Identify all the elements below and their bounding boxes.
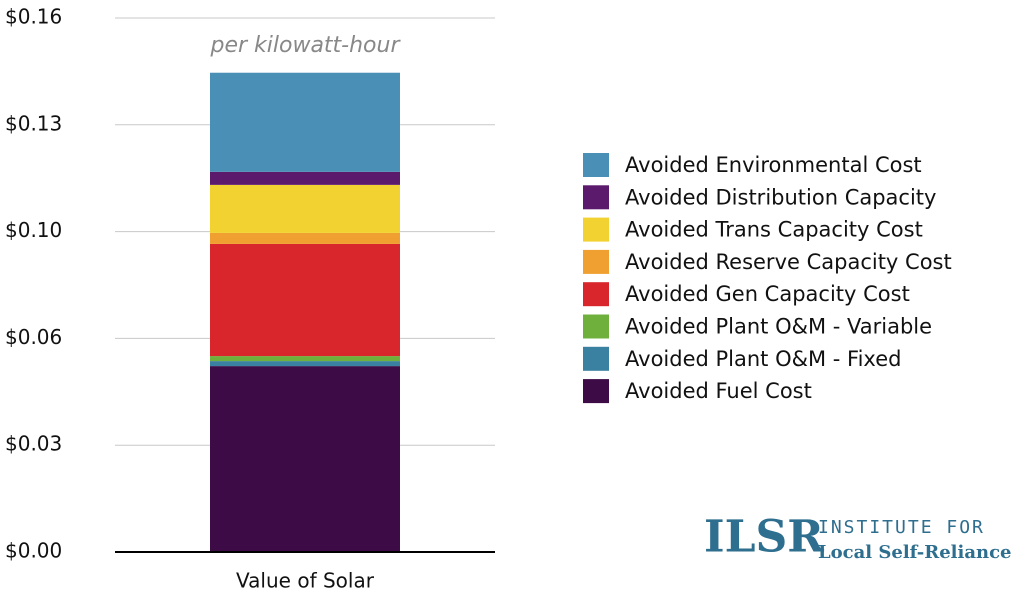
legend-label: Avoided Gen Capacity Cost (625, 282, 910, 306)
bar-segment (210, 171, 400, 185)
y-tick-label: $0.03 (5, 432, 62, 456)
bar-segment (210, 356, 400, 362)
x-tick-label: Value of Solar (236, 569, 375, 593)
legend-swatch (583, 217, 609, 242)
logo-mark: ILSR (704, 512, 824, 563)
y-tick-label: $0.10 (5, 218, 62, 242)
bar-segment (210, 361, 400, 367)
y-tick-label: $0.13 (5, 111, 62, 135)
legend-label: Avoided Fuel Cost (625, 379, 812, 403)
legend-swatch (583, 185, 609, 210)
legend-swatch (583, 282, 609, 307)
logo-line1: INSTITUTE FOR (818, 517, 985, 538)
y-tick-label: $0.06 (5, 325, 62, 349)
legend-swatch (583, 153, 609, 177)
legend-label: Avoided Environmental Cost (625, 153, 922, 177)
legend-label: Avoided Distribution Capacity (625, 185, 936, 209)
legend-label: Avoided Reserve Capacity Cost (625, 250, 952, 274)
bar-segment (210, 184, 400, 233)
logo-line2: Local Self-Reliance (818, 542, 1012, 563)
logo: ILSR INSTITUTE FOR Local Self-Reliance (704, 512, 1012, 564)
legend-label: Avoided Trans Capacity Cost (625, 218, 923, 242)
bar-segment (210, 232, 400, 244)
legend-swatch (583, 346, 609, 371)
y-tick-label: $0.16 (5, 5, 62, 29)
y-tick-label: $0.00 (5, 539, 62, 563)
chart-subtitle: per kilowatt-hour (209, 33, 401, 58)
legend-label: Avoided Plant O&M - Fixed (625, 347, 901, 371)
bar-segment (210, 72, 400, 172)
legend-swatch (583, 314, 609, 339)
bar-segment (210, 243, 400, 357)
legend-label: Avoided Plant O&M - Variable (625, 315, 932, 339)
legend-swatch (583, 249, 609, 274)
bar-segment (210, 366, 400, 552)
legend-swatch (583, 379, 609, 404)
